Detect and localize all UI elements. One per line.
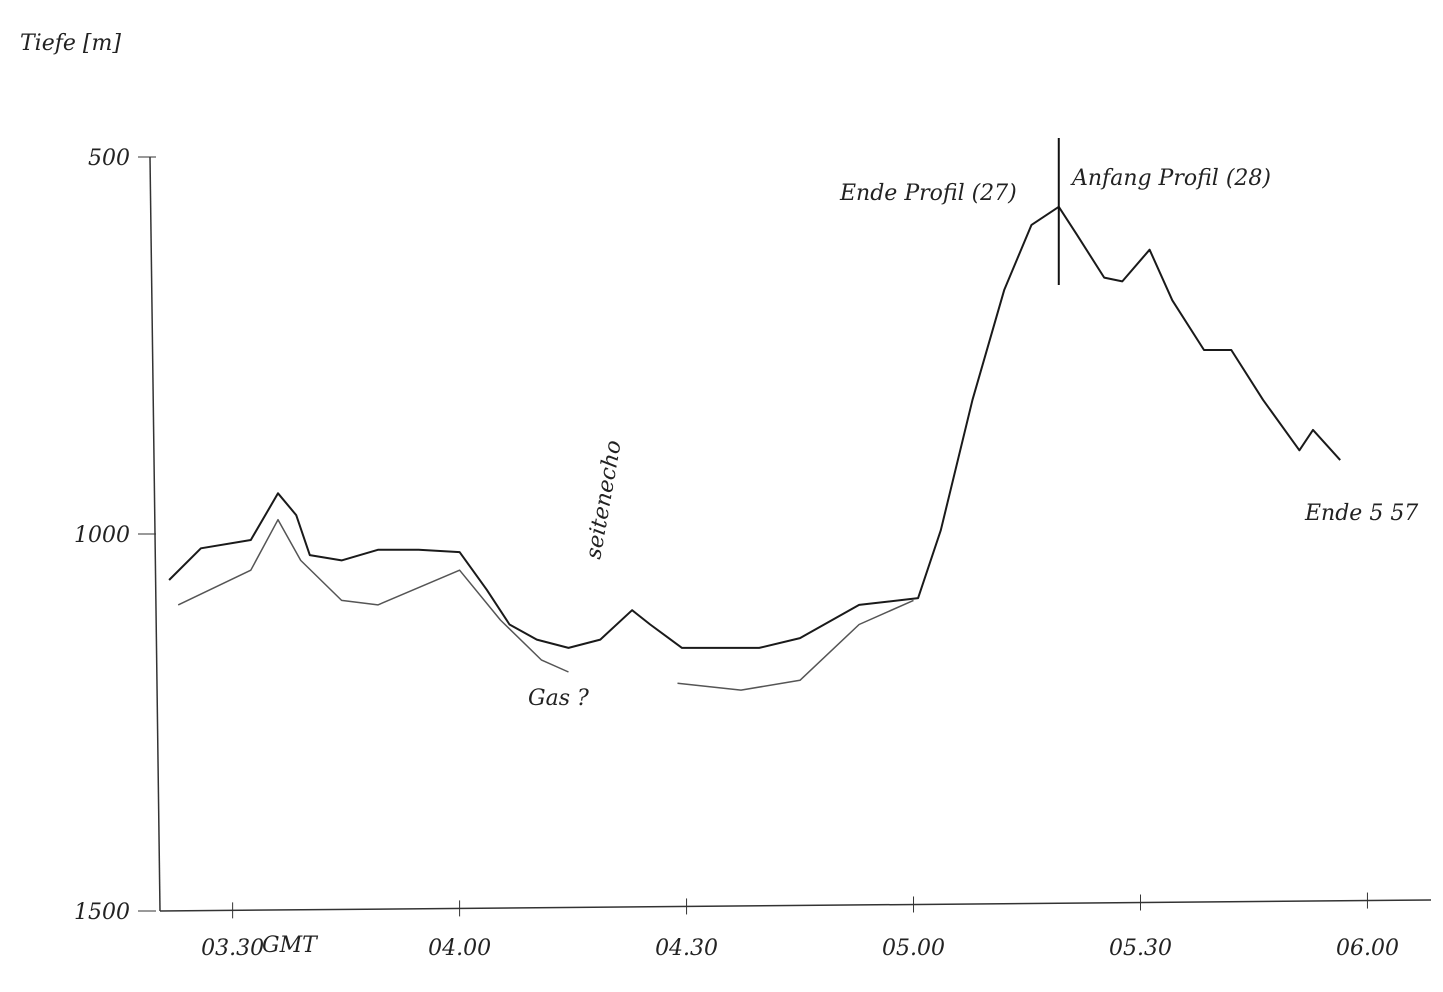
depth-line	[168, 205, 1341, 649]
x-tick-label: 05.00	[882, 936, 945, 961]
y-tick-label: 1500	[74, 900, 130, 925]
annotation: seitenecho	[581, 438, 626, 561]
x-tick-label: 04.00	[428, 936, 491, 961]
annotation: Gas ?	[528, 686, 589, 711]
depth-line	[177, 518, 914, 691]
x-tick-label: 04.30	[655, 936, 718, 961]
x-tick-label: 03.30	[201, 936, 264, 961]
annotation: Ende Profil (27)	[839, 181, 1017, 206]
annotation: Ende 5 57	[1304, 501, 1418, 526]
y-tick-label: 500	[88, 146, 130, 171]
x-tick-label: 05.30	[1109, 936, 1172, 961]
y-tick-label: 1000	[74, 523, 130, 548]
x-axis	[159, 899, 1432, 912]
y-axis-label: Tiefe [m]	[20, 31, 121, 56]
x-tick-label: 06.00	[1336, 936, 1399, 961]
x-unit-label: GMT	[262, 933, 319, 958]
annotation: Anfang Profil (28)	[1070, 166, 1271, 191]
